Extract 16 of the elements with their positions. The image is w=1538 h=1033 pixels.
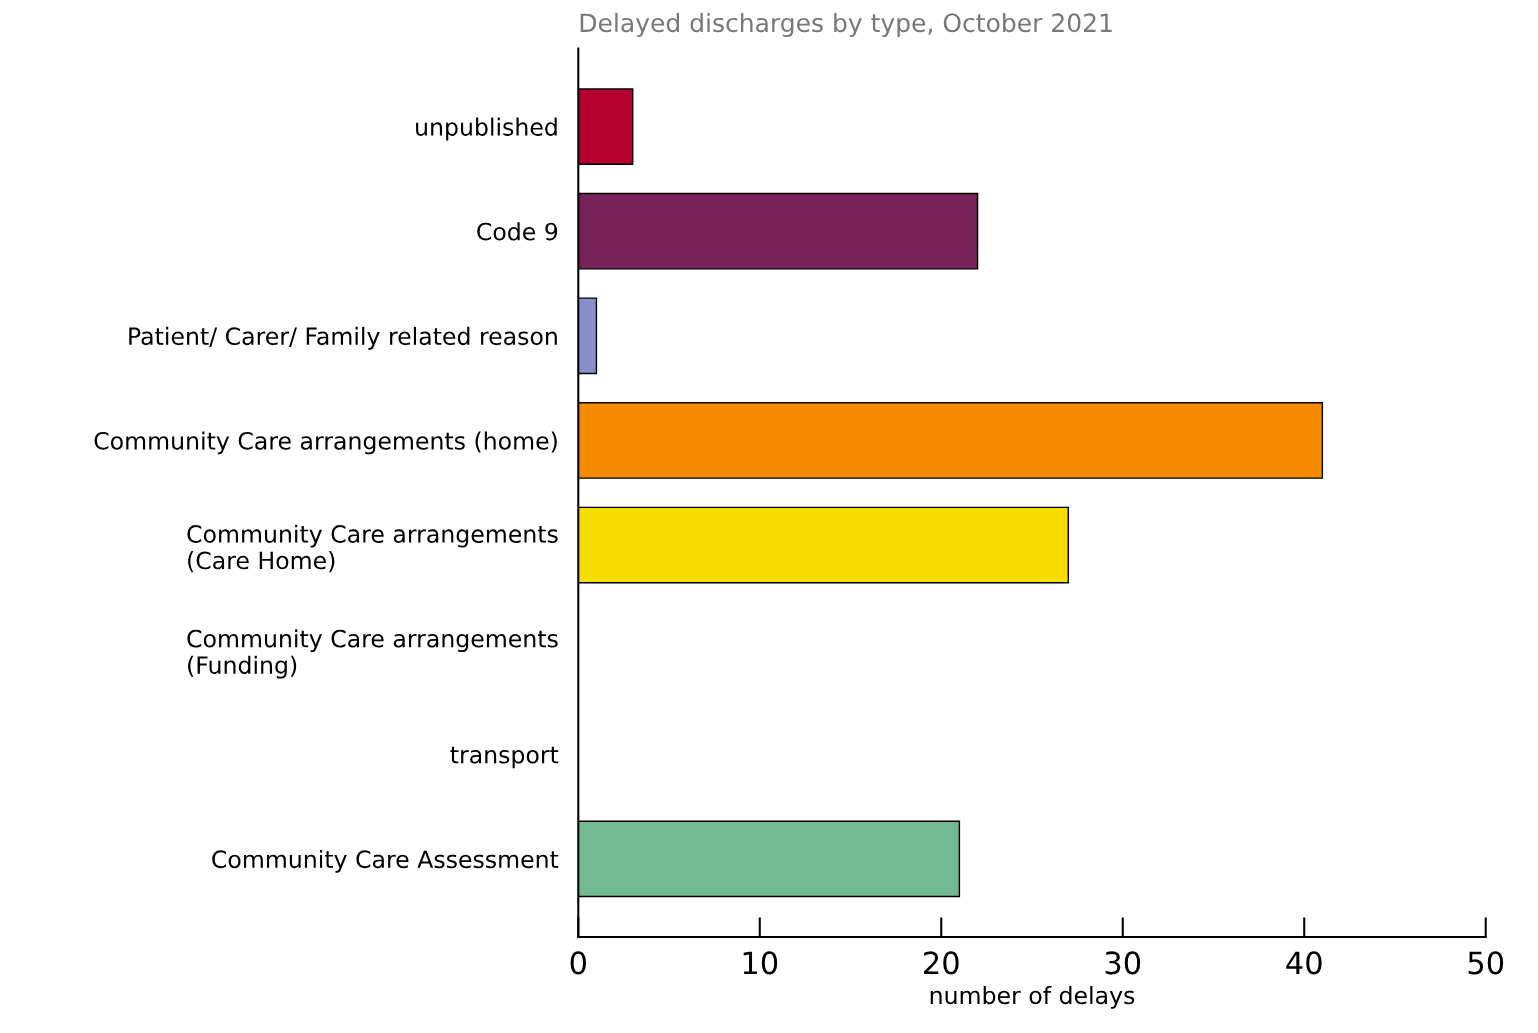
x-tick-label: 50: [1468, 951, 1504, 975]
y-tick-label: Patient/ Carer/ Family related reason: [129, 326, 557, 350]
y-tick-label: Community Care Assessment: [212, 849, 559, 873]
y-tick-label: Code 9: [477, 222, 558, 241]
chart-title: Delayed discharges by type, October 2021: [580, 12, 1112, 38]
x-tick-label: 40: [1286, 951, 1322, 975]
x-tick-label: 20: [924, 951, 959, 975]
y-tick-label: Community Care arrangements (home): [94, 431, 557, 455]
x-axis-title: number of delays: [930, 985, 1135, 1009]
x-tick-label: 0: [570, 951, 586, 975]
x-tick-label: 10: [743, 951, 778, 975]
y-tick-label: Community Care arrangements (Funding): [187, 629, 558, 679]
y-tick-label: transport: [450, 746, 559, 769]
y-tick-label: Community Care arrangements (Care Home): [187, 524, 558, 573]
x-tick-label: 30: [1105, 951, 1141, 975]
y-tick-label: unpublished: [416, 117, 557, 141]
